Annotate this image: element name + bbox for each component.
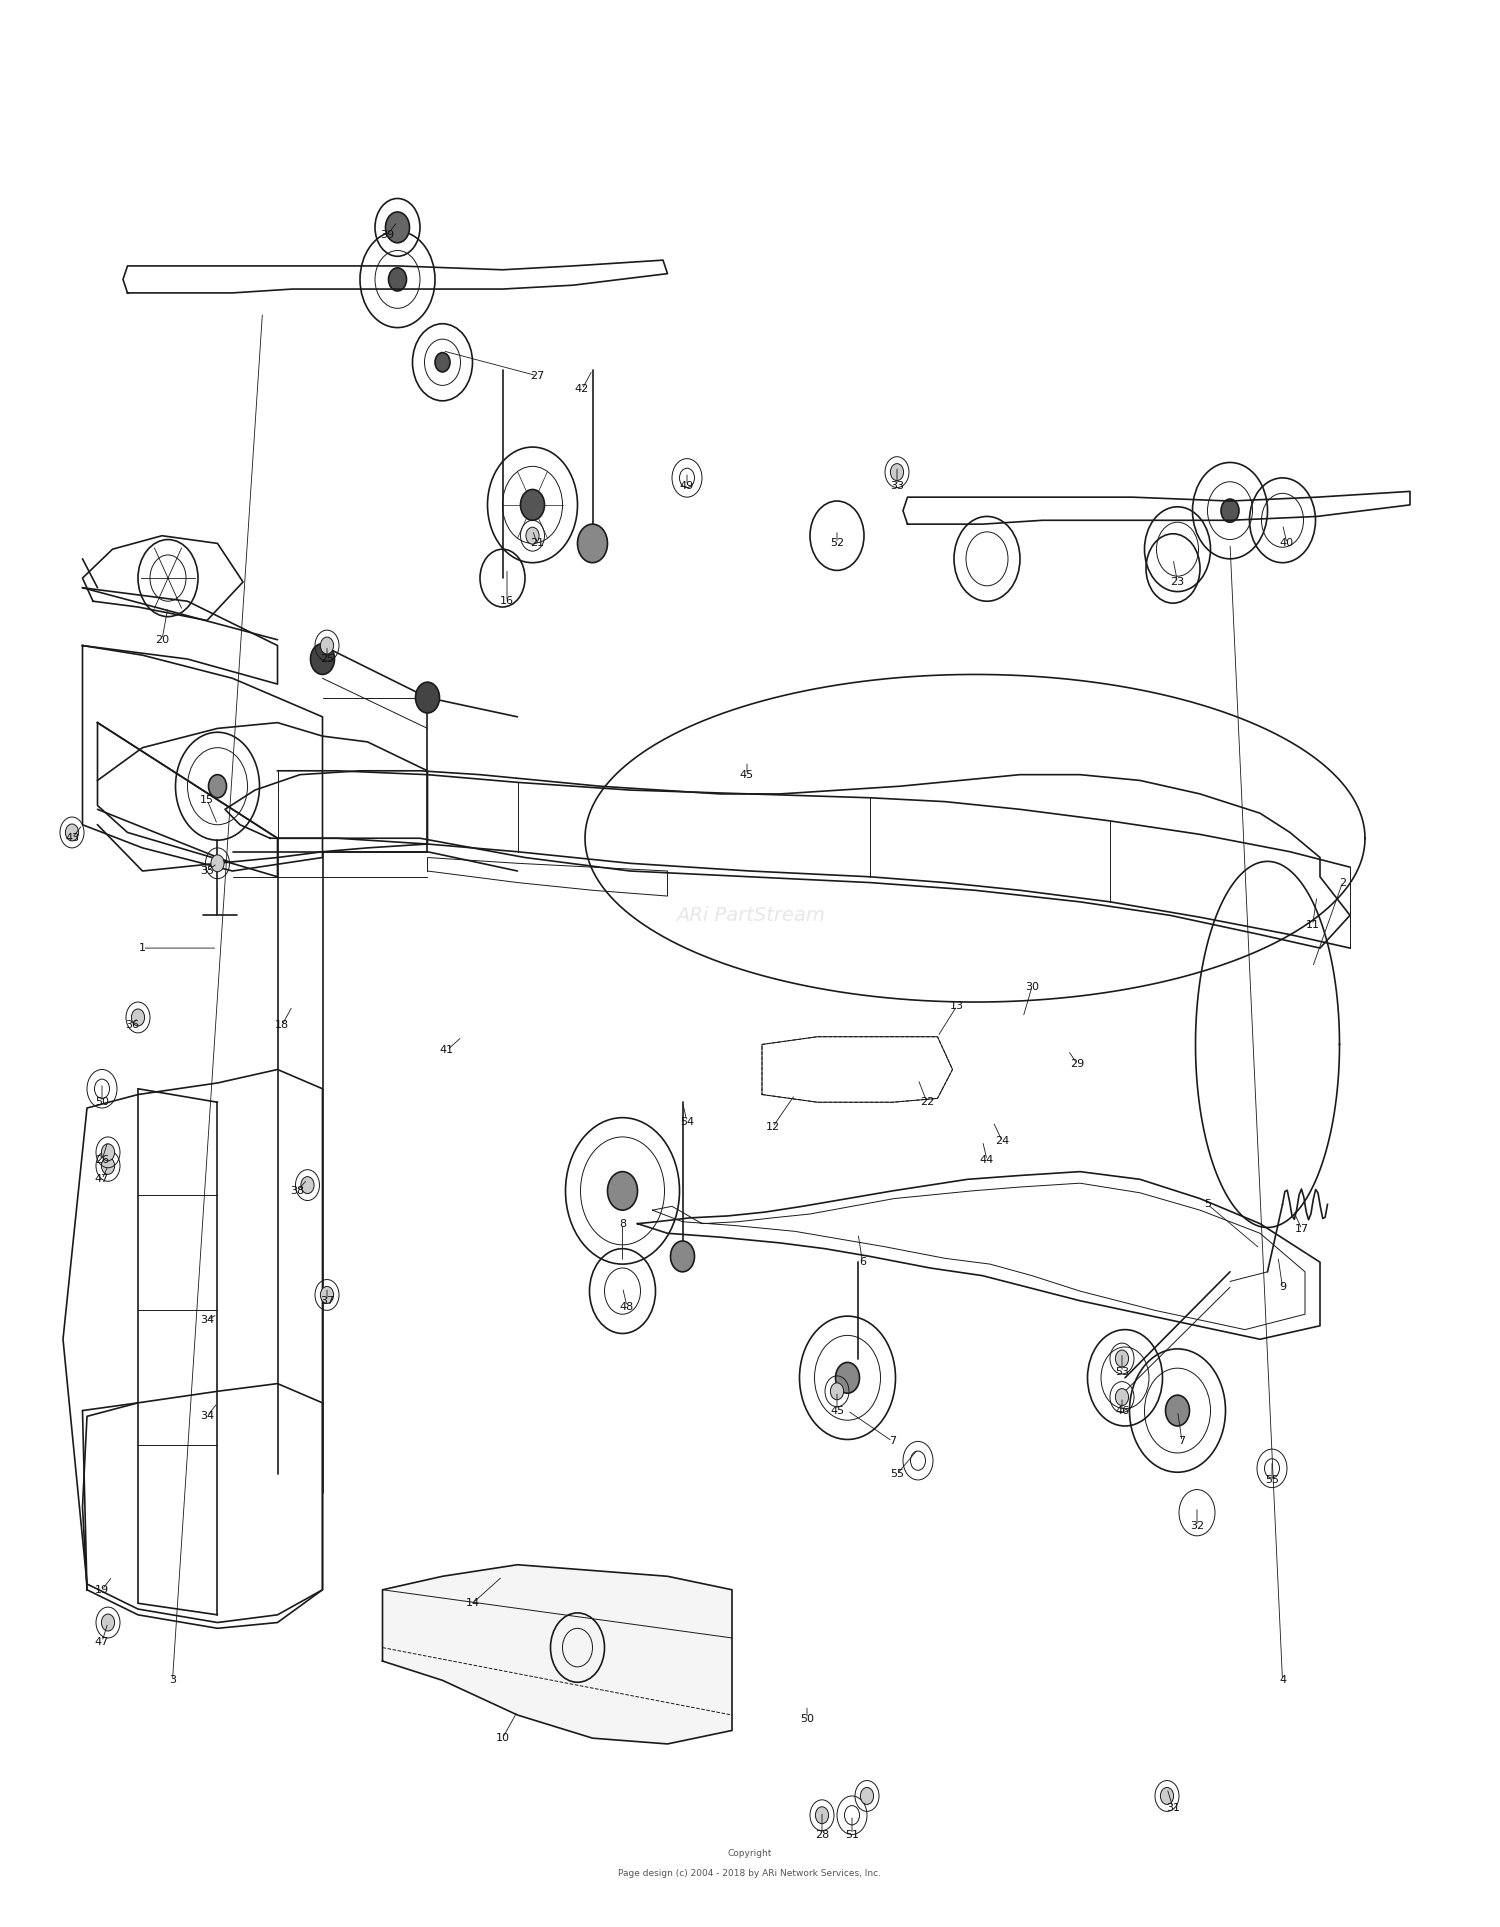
Circle shape xyxy=(310,644,334,674)
Text: 9: 9 xyxy=(1280,1281,1286,1293)
Text: 53: 53 xyxy=(1114,1366,1130,1378)
Circle shape xyxy=(1116,1389,1128,1405)
Text: 10: 10 xyxy=(495,1732,510,1744)
Text: 19: 19 xyxy=(94,1584,110,1596)
Text: 34: 34 xyxy=(200,1314,214,1326)
Text: 2: 2 xyxy=(1340,877,1346,888)
Text: 55: 55 xyxy=(890,1468,904,1480)
Text: 18: 18 xyxy=(274,1019,290,1031)
Circle shape xyxy=(670,1241,694,1272)
Text: 48: 48 xyxy=(620,1301,634,1312)
Circle shape xyxy=(386,212,410,243)
Text: 54: 54 xyxy=(680,1116,694,1127)
Circle shape xyxy=(66,825,78,840)
Text: 14: 14 xyxy=(465,1597,480,1609)
Text: 25: 25 xyxy=(320,653,334,665)
Polygon shape xyxy=(382,1565,732,1744)
Text: 44: 44 xyxy=(980,1154,994,1166)
Text: 8: 8 xyxy=(620,1218,626,1229)
Circle shape xyxy=(836,1362,860,1393)
Text: 13: 13 xyxy=(950,1000,964,1012)
Text: 42: 42 xyxy=(574,383,590,395)
Text: ARi PartStream: ARi PartStream xyxy=(675,906,825,925)
Text: 1: 1 xyxy=(140,942,146,954)
Text: 45: 45 xyxy=(740,769,754,780)
Text: 7: 7 xyxy=(890,1436,896,1447)
Text: 15: 15 xyxy=(200,794,214,805)
Text: 24: 24 xyxy=(994,1135,1010,1147)
Text: 47: 47 xyxy=(94,1174,110,1185)
Text: 7: 7 xyxy=(1179,1436,1185,1447)
Circle shape xyxy=(132,1010,144,1025)
Circle shape xyxy=(102,1158,114,1174)
Circle shape xyxy=(388,268,406,291)
Text: 46: 46 xyxy=(1114,1405,1130,1416)
Circle shape xyxy=(209,775,226,798)
Circle shape xyxy=(1116,1351,1128,1366)
Text: 50: 50 xyxy=(94,1096,110,1108)
Text: 35: 35 xyxy=(200,865,214,877)
Circle shape xyxy=(321,1287,333,1303)
Circle shape xyxy=(321,638,333,653)
Text: 17: 17 xyxy=(1294,1224,1310,1235)
Circle shape xyxy=(891,464,903,480)
Text: 12: 12 xyxy=(765,1122,780,1133)
Circle shape xyxy=(435,353,450,372)
Circle shape xyxy=(1161,1788,1173,1804)
Circle shape xyxy=(520,489,544,520)
Text: 28: 28 xyxy=(815,1829,830,1840)
Text: 3: 3 xyxy=(170,1675,176,1686)
Text: 20: 20 xyxy=(154,634,170,646)
Circle shape xyxy=(861,1788,873,1804)
Text: 6: 6 xyxy=(859,1256,865,1268)
Text: 23: 23 xyxy=(1170,576,1185,588)
Text: 45: 45 xyxy=(830,1405,844,1416)
Text: 50: 50 xyxy=(800,1713,814,1725)
Text: 32: 32 xyxy=(1190,1520,1204,1532)
Text: 38: 38 xyxy=(290,1185,304,1197)
Text: 16: 16 xyxy=(500,595,514,607)
Text: 11: 11 xyxy=(1305,919,1320,931)
Circle shape xyxy=(102,1615,114,1630)
Text: Copyright: Copyright xyxy=(728,1850,772,1858)
Circle shape xyxy=(302,1177,313,1193)
Text: 39: 39 xyxy=(380,229,394,241)
Circle shape xyxy=(416,682,440,713)
Text: 36: 36 xyxy=(124,1019,140,1031)
Text: 27: 27 xyxy=(530,370,544,382)
Text: 51: 51 xyxy=(844,1829,859,1840)
Circle shape xyxy=(211,856,223,871)
Text: 49: 49 xyxy=(680,480,694,491)
Text: 34: 34 xyxy=(200,1411,214,1422)
Circle shape xyxy=(816,1808,828,1823)
Text: 5: 5 xyxy=(1204,1199,1210,1210)
Text: 40: 40 xyxy=(1280,538,1294,549)
Text: 4: 4 xyxy=(1280,1675,1286,1686)
Text: 21: 21 xyxy=(530,538,544,549)
Text: 37: 37 xyxy=(320,1295,334,1307)
Text: 22: 22 xyxy=(920,1096,934,1108)
Text: 41: 41 xyxy=(440,1044,454,1056)
Text: 52: 52 xyxy=(830,538,844,549)
Circle shape xyxy=(526,528,538,543)
Circle shape xyxy=(102,1145,114,1160)
Text: 26: 26 xyxy=(94,1154,110,1166)
Text: Page design (c) 2004 - 2018 by ARi Network Services, Inc.: Page design (c) 2004 - 2018 by ARi Netwo… xyxy=(618,1869,882,1877)
Circle shape xyxy=(578,524,608,563)
Text: 33: 33 xyxy=(890,480,904,491)
Circle shape xyxy=(831,1384,843,1399)
Text: 43: 43 xyxy=(64,832,80,844)
Circle shape xyxy=(1221,499,1239,522)
Text: 29: 29 xyxy=(1070,1058,1084,1069)
Circle shape xyxy=(608,1172,638,1210)
Text: 30: 30 xyxy=(1024,981,1039,992)
Text: 55: 55 xyxy=(1264,1474,1280,1486)
Circle shape xyxy=(1166,1395,1190,1426)
Text: 31: 31 xyxy=(1166,1802,1180,1813)
Text: 47: 47 xyxy=(94,1636,110,1648)
